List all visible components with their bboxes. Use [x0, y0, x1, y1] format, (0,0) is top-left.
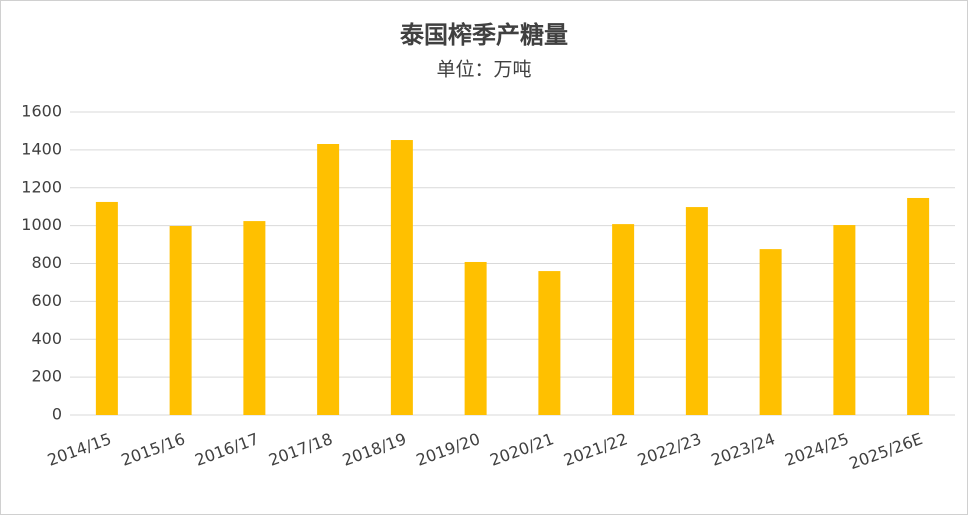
y-tick-label: 1600 [21, 102, 62, 121]
bar [390, 140, 413, 415]
bar [833, 225, 856, 415]
y-tick-label: 800 [31, 253, 62, 272]
bar [243, 221, 266, 415]
bar [95, 201, 118, 415]
bar [169, 226, 192, 415]
y-tick-label: 600 [31, 291, 62, 310]
chart-title: 泰国榨季产糖量 [400, 21, 568, 49]
bar [612, 224, 635, 415]
y-tick-label: 1200 [21, 177, 62, 196]
bar [317, 144, 340, 415]
bar [464, 261, 487, 415]
bar [759, 249, 782, 415]
y-tick-label: 200 [31, 367, 62, 386]
y-tick-label: 1000 [21, 215, 62, 234]
bar [538, 271, 561, 415]
y-tick-label: 400 [31, 329, 62, 348]
chart-subtitle: 单位：万吨 [436, 59, 531, 81]
y-tick-label: 1400 [21, 139, 62, 158]
bar [907, 197, 930, 415]
y-tick-label: 0 [52, 405, 62, 424]
bar [685, 207, 708, 415]
